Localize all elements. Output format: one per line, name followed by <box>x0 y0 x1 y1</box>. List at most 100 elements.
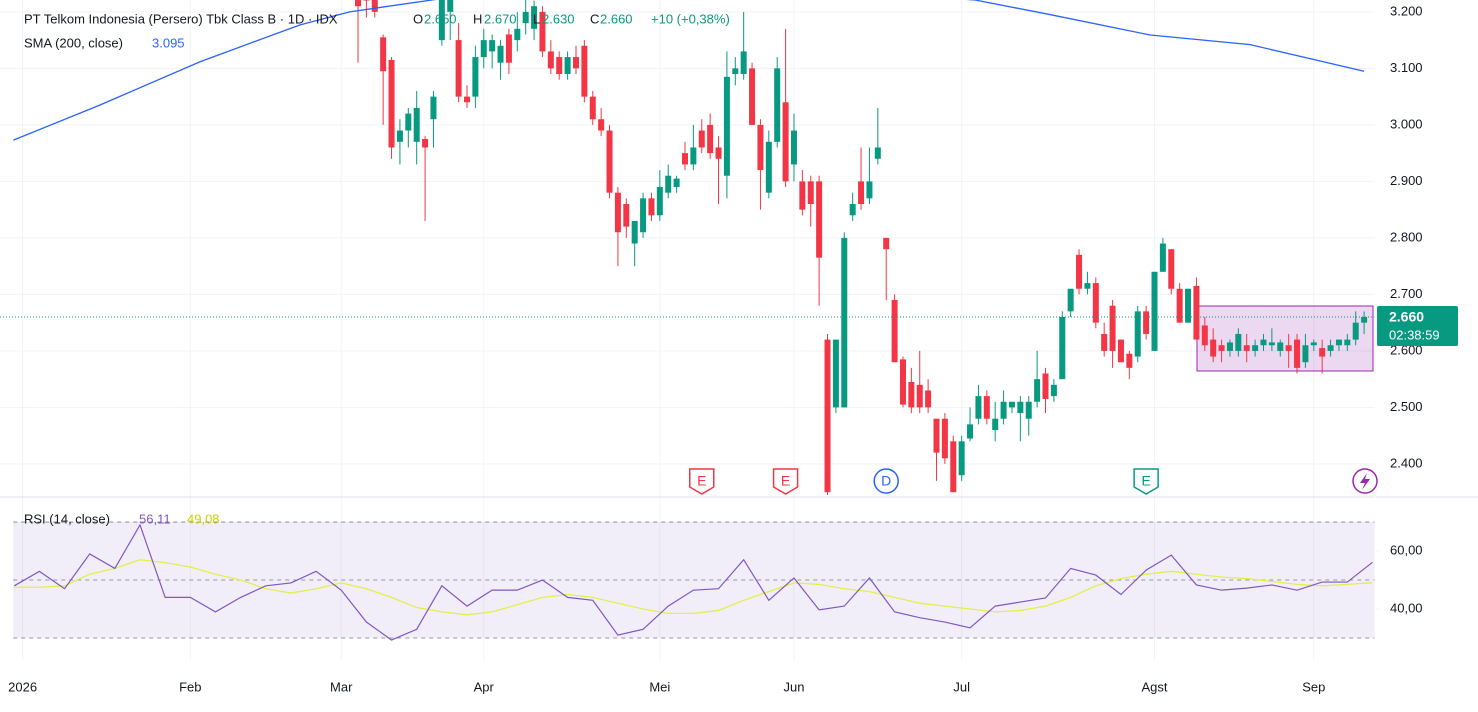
rsi-tick-label: 60,00 <box>1390 542 1423 557</box>
candle-body <box>757 124 764 171</box>
candle-body <box>581 45 588 97</box>
candle-body <box>824 339 831 493</box>
candle-body <box>891 300 898 363</box>
legend-key: C <box>590 11 599 26</box>
candle-body <box>623 203 630 227</box>
candle-body <box>656 187 663 216</box>
candle-body <box>1285 345 1292 351</box>
candle-body <box>1352 322 1359 340</box>
range-box <box>1196 305 1374 372</box>
y-tick-label: 3.000 <box>1390 116 1423 131</box>
rsi-ma-line <box>14 559 1373 616</box>
candle-body <box>681 153 688 165</box>
candle-body <box>631 220 638 244</box>
y-tick-label: 2.500 <box>1390 399 1423 414</box>
last-price-box <box>1377 306 1458 347</box>
candle-body <box>958 441 965 476</box>
candle-body <box>1277 342 1284 351</box>
candle-body <box>673 178 680 188</box>
candle-body <box>782 102 789 182</box>
candle-body <box>1034 379 1041 402</box>
rsi-tick-label: 40,00 <box>1390 600 1423 615</box>
candle-body <box>1252 345 1259 351</box>
candle-body <box>514 28 521 41</box>
candle-body <box>1268 342 1275 346</box>
last-price-label: 2.660 <box>1389 309 1424 325</box>
candle-body <box>505 34 512 63</box>
grid-layer <box>0 0 1379 660</box>
candle-body <box>1327 345 1334 351</box>
candle-body <box>858 181 865 204</box>
candle-body <box>363 0 370 1</box>
x-tick-label: 2026 <box>8 679 37 694</box>
candle-body <box>1319 348 1326 357</box>
candle-body <box>438 0 445 41</box>
candle-body <box>447 0 454 12</box>
candle-body <box>883 237 890 250</box>
candle-body <box>1302 345 1309 363</box>
x-tick-label: Sep <box>1302 679 1325 694</box>
rsi-line <box>13 523 1373 641</box>
candle-body <box>497 45 504 63</box>
event-marker <box>1133 468 1159 495</box>
candle-body <box>489 40 496 52</box>
candle-body <box>1218 345 1225 351</box>
candle-body <box>1235 333 1242 351</box>
rsi-pane <box>13 521 1375 641</box>
event-label: D <box>881 473 891 489</box>
candle-body <box>749 68 756 125</box>
candle-body <box>1000 401 1007 419</box>
candle-body <box>967 424 974 439</box>
candle-body <box>1050 384 1057 397</box>
candle-body <box>572 57 579 69</box>
candle-body <box>723 76 730 176</box>
candle-body <box>413 107 420 142</box>
legend-value: 2.670 <box>484 11 517 26</box>
candle-body <box>950 441 957 493</box>
candle-body <box>983 396 990 419</box>
lightning-glyph <box>1360 473 1370 490</box>
candle-body <box>422 139 429 148</box>
candle-body <box>1076 254 1083 289</box>
candle-body <box>866 181 873 199</box>
candle-body <box>1092 283 1099 323</box>
candle-body <box>799 181 806 210</box>
candle-body <box>1168 249 1175 289</box>
candle-body <box>556 57 563 75</box>
candle-body <box>380 37 387 72</box>
labels: PT Telkom Indonesia (Persero) Tbk Class … <box>8 3 1458 694</box>
countdown-label: 02:38:59 <box>1389 327 1440 342</box>
candle-body <box>665 175 672 193</box>
candle-body <box>1143 311 1150 334</box>
legend-key: H <box>473 11 482 26</box>
y-tick-label: 3.200 <box>1390 3 1423 18</box>
candle-body <box>1008 401 1015 408</box>
candle-body <box>899 359 906 405</box>
candle-body <box>1243 345 1250 351</box>
candle-body <box>1042 373 1049 399</box>
x-tick-label: Jul <box>953 679 970 694</box>
candle-body <box>1067 288 1074 312</box>
candle-body <box>614 192 621 233</box>
candle-body <box>1335 339 1342 346</box>
candle-body <box>925 390 932 408</box>
candle-body <box>1176 288 1183 323</box>
y-tick-label: 2.400 <box>1390 455 1423 470</box>
candle-body <box>916 384 923 408</box>
candle-body <box>531 6 538 29</box>
candle-body <box>1294 339 1301 368</box>
chart-title: PT Telkom Indonesia (Persero) Tbk Class … <box>24 11 338 26</box>
candle-body <box>1159 243 1166 272</box>
candle-body <box>1226 342 1233 351</box>
x-tick-label: Agst <box>1141 679 1167 694</box>
sma-value: 3.095 <box>152 35 185 50</box>
legend-key: L <box>533 11 540 26</box>
sma-legend: SMA (200, close) <box>24 35 123 50</box>
candle-body <box>648 198 655 216</box>
candle-body <box>715 147 722 159</box>
candle-body <box>732 68 739 75</box>
candle-body <box>396 130 403 142</box>
candle-body <box>480 40 487 58</box>
candle-body <box>1017 401 1024 414</box>
